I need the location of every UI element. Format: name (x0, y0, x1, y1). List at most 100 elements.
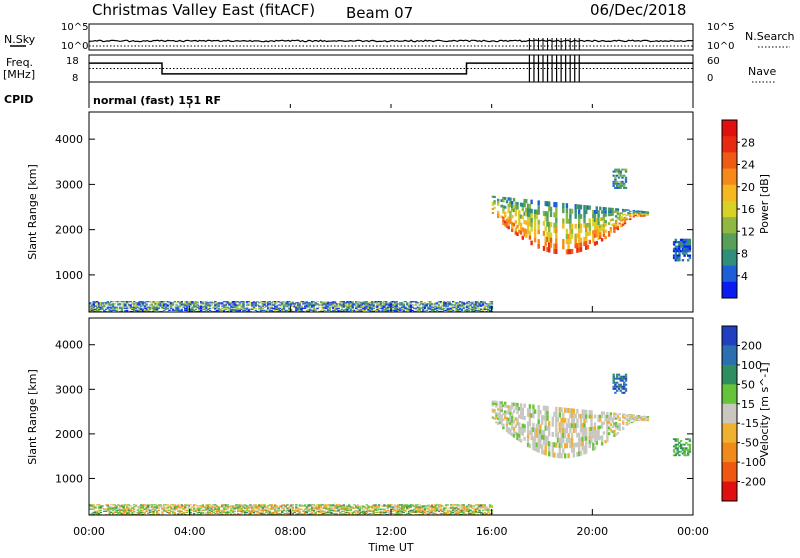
heatmap-cell (395, 308, 398, 310)
heatmap-cell (466, 308, 469, 310)
nsky-trace (88, 39, 694, 43)
heatmap-cell (198, 306, 201, 308)
heatmap-cell (323, 306, 326, 308)
heatmap-cell (607, 432, 611, 436)
heatmap-cell (133, 304, 136, 306)
heatmap-cell (182, 507, 185, 509)
heatmap-cell (457, 306, 460, 308)
heatmap-cell (122, 510, 125, 512)
heatmap-cell (247, 506, 250, 508)
heatmap-cell (471, 307, 474, 309)
heatmap-cell (173, 306, 176, 308)
heatmap-cell (621, 377, 624, 380)
heatmap-cell (261, 509, 264, 511)
heatmap-cell (274, 511, 277, 513)
heatmap-cell (346, 506, 349, 508)
heatmap-cell (207, 511, 210, 513)
heatmap-cell (480, 308, 483, 310)
heatmap-cell (268, 511, 272, 513)
heatmap-cell (502, 205, 505, 208)
heatmap-cell (175, 307, 178, 309)
heatmap-cell (474, 509, 478, 511)
heatmap-cell (340, 303, 344, 305)
heatmap-cell (328, 509, 331, 511)
heatmap-cell (242, 309, 245, 311)
heatmap-cell (474, 301, 478, 303)
heatmap-cell (551, 442, 554, 448)
heatmap-cell (163, 509, 166, 511)
heatmap-cell (617, 182, 621, 185)
heatmap-cell (593, 438, 597, 442)
heatmap-cell (533, 437, 537, 442)
heatmap-cell (414, 505, 418, 507)
heatmap-cell (623, 218, 627, 220)
heatmap-cell (629, 417, 632, 419)
heatmap-cell (90, 306, 94, 308)
heatmap-cell (152, 308, 155, 310)
heatmap-cell (120, 506, 124, 508)
heatmap-cell (242, 307, 245, 309)
heatmap-cell (314, 303, 317, 305)
heatmap-cell (164, 306, 168, 308)
heatmap-cell (291, 305, 294, 307)
heatmap-cell (242, 509, 245, 511)
heatmap-cell (570, 233, 574, 239)
heatmap-cell (643, 418, 646, 420)
colorbar-segment (722, 384, 737, 405)
heatmap-cell (274, 307, 277, 309)
heatmap-cell (274, 303, 277, 305)
heatmap-cell (275, 512, 279, 515)
heatmap-cell (429, 301, 432, 303)
heatmap-cell (678, 247, 681, 250)
heatmap-cell (355, 303, 358, 305)
heatmap-cell (205, 302, 208, 304)
heatmap-cell (576, 442, 579, 448)
heatmap-cell (549, 211, 553, 217)
heatmap-cell (600, 442, 604, 446)
heatmap-cell (96, 510, 99, 512)
heatmap-cell (222, 510, 226, 512)
heatmap-cell (599, 235, 602, 239)
heatmap-cell (491, 201, 495, 204)
heatmap-cell (576, 408, 579, 414)
heatmap-cell (152, 504, 155, 506)
heatmap-cell (473, 505, 476, 507)
heatmap-cell (150, 504, 154, 506)
heatmap-cell (288, 303, 291, 305)
heatmap-cell (237, 309, 240, 311)
heatmap-cell (616, 210, 620, 213)
heatmap-cell (258, 511, 261, 513)
heatmap-cell (198, 305, 201, 307)
heatmap-cell (161, 303, 164, 305)
heatmap-cell (395, 512, 398, 515)
heatmap-cell (240, 308, 243, 310)
heatmap-cell (348, 301, 351, 303)
heatmap-cell (157, 512, 161, 515)
heatmap-cell (400, 511, 404, 513)
heatmap-cell (240, 504, 243, 506)
colorbar-tick-label: 12 (741, 225, 755, 238)
heatmap-cell (108, 303, 111, 305)
heatmap-cell (270, 507, 273, 509)
heatmap-cell (353, 504, 356, 506)
heatmap-cell (256, 511, 259, 513)
heatmap-cell (353, 309, 356, 311)
heatmap-cell (300, 307, 303, 309)
heatmap-cell (386, 505, 390, 507)
heatmap-cell (618, 218, 621, 221)
heatmap-cell (367, 309, 370, 311)
heatmap-cell (460, 302, 464, 304)
heatmap-cell (593, 445, 597, 450)
heatmap-cell (467, 504, 471, 506)
heatmap-cell (148, 304, 152, 306)
heatmap-cell (184, 309, 187, 311)
heatmap-cell (614, 381, 617, 384)
heatmap-cell (212, 509, 215, 511)
heatmap-cell (224, 308, 227, 310)
heatmap-cell (300, 308, 303, 310)
heatmap-cell (363, 510, 367, 512)
heatmap-cell (367, 305, 370, 307)
heatmap-cell (674, 252, 677, 255)
heatmap-cell (311, 304, 314, 306)
heatmap-cell (688, 449, 692, 451)
